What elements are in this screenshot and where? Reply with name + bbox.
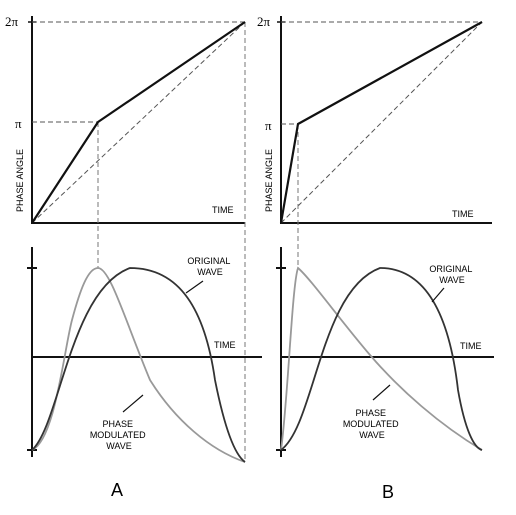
panel-a-original-arrow [186, 281, 203, 293]
panel-a-x-axis-label-bottom: TIME [214, 340, 236, 350]
panel-b-tick-pi: π [265, 118, 272, 133]
panel-b-modulated-label-line-2: MODULATED [343, 419, 399, 429]
panel-b: 2π π PHASE ANGLE TIME TIME ORIGINAL WAVE… [257, 14, 494, 502]
panel-a-original-label-line-1: ORIGINAL [187, 256, 230, 266]
panel-b-original-label: ORIGINAL WAVE [429, 264, 474, 285]
panel-b-modulated-label-line-1: PHASE [355, 408, 386, 418]
panel-a-x-axis-label-top: TIME [212, 205, 234, 215]
panel-b-modulated-label-line-3: WAVE [359, 430, 385, 440]
panel-a-caption: A [111, 480, 123, 500]
panel-a-original-label-line-2: WAVE [197, 267, 223, 277]
panel-b-dashed-diagonal [281, 22, 482, 223]
panel-a-tick-2pi: 2π [5, 14, 19, 29]
panel-b-modulated-label: PHASE MODULATED WAVE [343, 408, 401, 440]
panel-a-modulated-label: PHASE MODULATED WAVE [90, 419, 148, 451]
panel-b-y-axis-label: PHASE ANGLE [264, 149, 274, 212]
panel-b-original-arrow [432, 288, 444, 302]
panel-a-modulated-label-line-1: PHASE [102, 419, 133, 429]
panel-a: 2π π PHASE ANGLE TIME TIME ORIGINAL WAVE… [5, 14, 262, 500]
panel-a-dashed-diagonal [32, 22, 245, 223]
panel-b-modulated-arrow [373, 385, 390, 400]
panel-b-x-axis-label-top: TIME [452, 209, 474, 219]
panel-a-modulated-arrow [123, 395, 143, 412]
panel-a-original-label: ORIGINAL WAVE [187, 256, 232, 277]
panel-a-y-axis-label: PHASE ANGLE [15, 149, 25, 212]
panel-a-modulated-label-line-3: WAVE [106, 441, 132, 451]
panel-b-original-label-line-1: ORIGINAL [429, 264, 472, 274]
panel-b-x-axis-label-bottom: TIME [460, 341, 482, 351]
panel-a-modulated-label-line-2: MODULATED [90, 430, 146, 440]
panel-a-tick-pi: π [15, 116, 22, 131]
panel-b-tick-2pi: 2π [257, 14, 271, 29]
panel-b-caption: B [382, 482, 394, 502]
panel-b-original-label-line-2: WAVE [439, 275, 465, 285]
